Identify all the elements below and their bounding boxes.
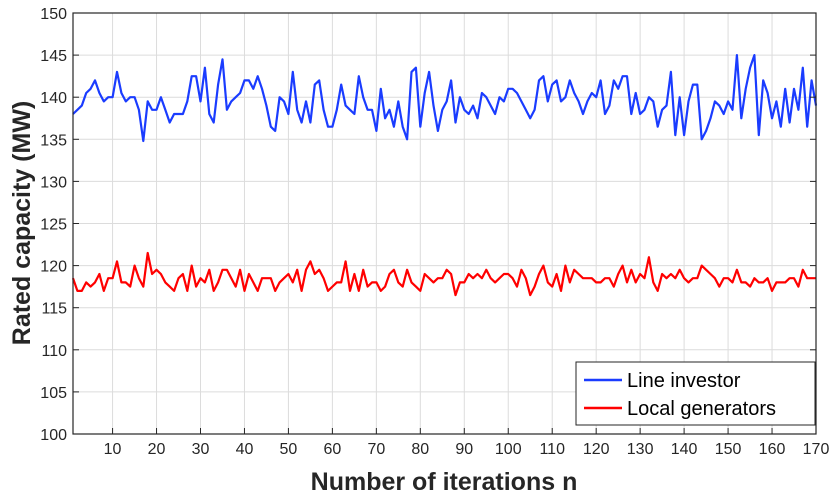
x-tick-label: 70 bbox=[367, 441, 385, 458]
y-tick-label: 130 bbox=[40, 174, 67, 191]
y-tick-label: 140 bbox=[40, 90, 67, 107]
legend-label-local-generators: Local generators bbox=[627, 398, 776, 420]
x-tick-label: 60 bbox=[323, 441, 341, 458]
y-tick-label: 145 bbox=[40, 48, 67, 65]
x-axis-label: Number of iterations n bbox=[311, 468, 578, 496]
x-tick-label: 170 bbox=[803, 441, 830, 458]
y-axis-label: Rated capacity (MW) bbox=[8, 101, 36, 345]
y-tick-label: 100 bbox=[40, 427, 67, 444]
y-tick-label: 135 bbox=[40, 132, 67, 149]
legend-label-line-investor: Line investor bbox=[627, 370, 741, 392]
x-tick-label: 40 bbox=[236, 441, 254, 458]
x-tick-label: 100 bbox=[495, 441, 522, 458]
x-tick-label: 150 bbox=[715, 441, 742, 458]
x-tick-label: 80 bbox=[411, 441, 429, 458]
y-tick-label: 110 bbox=[41, 343, 67, 360]
legend: Line investor Local generators bbox=[576, 362, 815, 425]
series-group bbox=[73, 55, 816, 295]
x-tick-label: 160 bbox=[759, 441, 786, 458]
x-tick-label: 90 bbox=[455, 441, 473, 458]
x-tick-label: 10 bbox=[104, 441, 122, 458]
y-tick-label: 105 bbox=[40, 385, 67, 402]
series-line-local-generators bbox=[73, 253, 816, 295]
x-tick-label: 130 bbox=[627, 441, 654, 458]
y-tick-label: 115 bbox=[41, 301, 67, 318]
x-tick-label: 20 bbox=[148, 441, 166, 458]
x-tick-label: 120 bbox=[583, 441, 610, 458]
x-tick-label: 110 bbox=[539, 441, 565, 458]
y-tick-label: 120 bbox=[40, 259, 67, 276]
x-tick-label: 140 bbox=[671, 441, 698, 458]
y-tick-label: 125 bbox=[40, 217, 67, 234]
series-line-line-investor bbox=[73, 55, 816, 141]
x-tick-label: 50 bbox=[280, 441, 298, 458]
y-tick-label: 150 bbox=[40, 6, 67, 23]
x-tick-label: 30 bbox=[192, 441, 210, 458]
